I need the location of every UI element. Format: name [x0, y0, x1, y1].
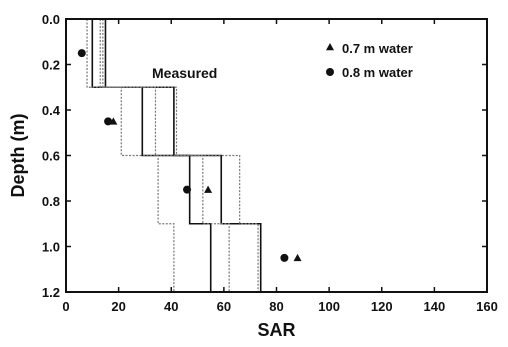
legend: 0.7 m water 0.8 m water	[326, 41, 413, 80]
x-tick-label: 0	[62, 299, 69, 314]
step-profiles	[86, 19, 262, 292]
legend-triangle-marker	[326, 43, 334, 51]
x-tick-label: 40	[164, 299, 178, 314]
circle-point	[77, 49, 86, 58]
legend-label-0-8m: 0.8 m water	[342, 65, 413, 80]
y-axis-title: Depth (m)	[8, 114, 28, 198]
x-tick-label: 140	[424, 299, 446, 314]
step-profile-line-2	[86, 19, 175, 292]
x-tick-label: 120	[371, 299, 393, 314]
y-tick-label: 0.8	[42, 194, 60, 209]
triangle-point	[204, 185, 213, 193]
x-axis-ticks: 0 20 40 60 80 100 120 140 160	[62, 19, 498, 314]
y-tick-label: 1.0	[42, 240, 60, 255]
y-axis-ticks: 0.0 0.2 0.4 0.6 0.8 1.0 1.2	[42, 12, 487, 300]
data-points	[77, 49, 302, 262]
step-profile-line-4	[102, 19, 259, 292]
circle-point	[104, 117, 113, 126]
x-tick-label: 100	[318, 299, 340, 314]
legend-label-0-7m: 0.7 m water	[342, 41, 413, 56]
x-tick-label: 80	[269, 299, 283, 314]
x-tick-label: 160	[476, 299, 498, 314]
y-tick-label: 1.2	[42, 285, 60, 300]
circle-point	[280, 253, 289, 262]
x-axis-title: SAR	[257, 320, 295, 340]
circle-point	[183, 185, 192, 194]
y-tick-label: 0.2	[42, 58, 60, 73]
y-tick-label: 0.6	[42, 149, 60, 164]
y-tick-label: 0.4	[42, 103, 61, 118]
measured-annotation: Measured	[152, 65, 217, 81]
triangle-point	[293, 253, 302, 262]
x-tick-label: 60	[217, 299, 231, 314]
legend-circle-marker	[326, 68, 334, 76]
x-tick-label: 20	[111, 299, 125, 314]
y-tick-label: 0.0	[42, 12, 60, 27]
